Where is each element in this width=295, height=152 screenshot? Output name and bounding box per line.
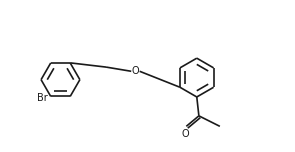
Text: Br: Br: [37, 93, 47, 102]
Text: O: O: [132, 66, 139, 76]
Text: O: O: [181, 130, 189, 140]
